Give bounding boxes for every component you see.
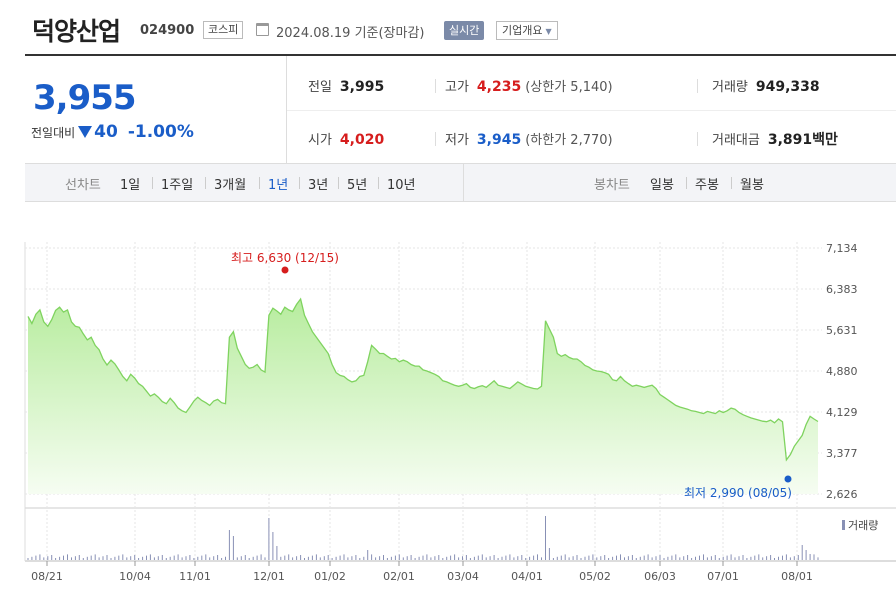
price-area — [28, 299, 818, 494]
price-line — [27, 297, 819, 462]
tab-period-5y[interactable]: 5년 — [347, 178, 368, 193]
down-arrow-icon — [78, 126, 93, 138]
candle-chart-label: 봉차트 — [594, 178, 630, 193]
divider — [435, 79, 436, 93]
line-chart-label: 선차트 — [65, 178, 101, 193]
tab-period-1d[interactable]: 1일 — [120, 178, 141, 193]
company-overview-dropdown[interactable]: 기업개요 ▼ — [496, 21, 558, 40]
trade-value-label: 거래대금 — [712, 133, 760, 148]
x-tick-label: 06/03 — [644, 570, 676, 583]
tab-candle-weekly[interactable]: 주봉 — [695, 178, 719, 193]
lower-limit: (하한가 2,770) — [525, 133, 613, 148]
change-percent: -1.00% — [127, 122, 194, 142]
x-tick-label: 08/01 — [781, 570, 813, 583]
high-value: 4,235 — [476, 79, 522, 95]
trade-value-unit: 백만 — [812, 132, 838, 148]
chevron-down-icon: ▼ — [545, 27, 552, 36]
y-tick-label: 5,631 — [826, 324, 858, 337]
price-panel: 3,955 전일대비 40 -1.00% 전일 3,995 고가 4,235 (상한가 5… — [25, 54, 896, 164]
y-tick-label: 4,129 — [826, 406, 858, 419]
divider — [731, 177, 732, 189]
stock-header: 덕양산업 024900 코스피 2024.08.19 기준(장마감) 실시간 기… — [0, 0, 896, 54]
y-tick-label: 3,377 — [826, 447, 858, 460]
upper-limit: (상한가 5,140) — [525, 80, 613, 95]
x-tick-label: 04/01 — [511, 570, 543, 583]
y-tick-label: 2,626 — [826, 488, 858, 501]
x-tick-label: 02/01 — [383, 570, 415, 583]
x-tick-label: 11/01 — [179, 570, 211, 583]
market-badge: 코스피 — [203, 21, 244, 39]
price-change-row: 전일대비 40 -1.00% — [31, 122, 194, 142]
reference-date: 2024.08.19 기준(장마감) — [276, 26, 425, 41]
tab-period-1y[interactable]: 1년 — [268, 178, 289, 193]
low-annotation: 최저 2,990 (08/05) — [684, 486, 792, 500]
prev-close-value: 3,995 — [339, 79, 385, 95]
open-value: 4,020 — [339, 132, 385, 148]
tab-candle-daily[interactable]: 일봉 — [650, 178, 674, 193]
change-label: 전일대비 — [31, 126, 76, 140]
chart-tabs-bar: 선차트 1일 1주일 3개월 1년 3년 5년 10년 봉차트 일봉 주봉 월봉 — [25, 164, 896, 202]
x-tick-label: 05/02 — [579, 570, 611, 583]
divider — [697, 132, 698, 146]
high-annotation: 최고 6,630 (12/15) — [231, 251, 339, 265]
divider — [697, 79, 698, 93]
x-tick-label: 01/02 — [314, 570, 346, 583]
prev-close-label: 전일 — [308, 80, 332, 95]
divider — [686, 177, 687, 189]
divider — [338, 177, 339, 189]
x-tick-label: 08/21 — [31, 570, 63, 583]
divider — [435, 132, 436, 146]
current-price: 3,955 — [33, 78, 137, 118]
current-price-box: 3,955 전일대비 40 -1.00% — [25, 56, 287, 164]
low-value: 3,945 — [476, 132, 522, 148]
y-axis-ticks: 7,134 6,383 5,631 4,880 4,129 3,377 2,626 — [826, 242, 858, 501]
divider — [378, 177, 379, 189]
x-axis-ticks: 08/21 10/04 11/01 12/01 01/02 02/01 03/04 04/01… — [31, 561, 813, 583]
divider — [299, 177, 300, 189]
high-label: 고가 — [445, 80, 469, 95]
y-tick-label: 6,383 — [826, 283, 858, 296]
volume-legend-swatch — [842, 520, 845, 530]
price-chart[interactable]: 7,134 6,383 5,631 4,880 4,129 3,377 2,626 08/2… — [0, 202, 896, 597]
x-tick-label: 03/04 — [447, 570, 479, 583]
divider — [152, 177, 153, 189]
volume-legend: 거래량 — [848, 519, 878, 532]
trade-value-stat: 거래대금 3,891백만 — [712, 129, 838, 149]
y-tick-label: 7,134 — [826, 242, 858, 255]
chart-grid — [24, 242, 896, 562]
y-tick-label: 4,880 — [826, 365, 858, 378]
company-overview-label: 기업개요 — [502, 24, 543, 37]
change-amount: 40 — [94, 122, 118, 142]
divider — [259, 177, 260, 189]
volume-stat: 거래량 949,338 — [712, 76, 820, 95]
calendar-icon — [256, 23, 269, 36]
low-stat: 저가 3,945 (하한가 2,770) — [445, 129, 613, 148]
tabs-separator — [463, 164, 464, 202]
company-name: 덕양산업 — [32, 17, 121, 46]
stock-code: 024900 — [140, 23, 195, 38]
tab-candle-monthly[interactable]: 월봉 — [740, 178, 764, 193]
low-marker — [784, 475, 792, 483]
x-tick-label: 12/01 — [253, 570, 285, 583]
low-label: 저가 — [445, 133, 469, 148]
tab-period-3m[interactable]: 3개월 — [214, 178, 247, 193]
divider — [205, 177, 206, 189]
open-stat: 시가 4,020 — [308, 129, 384, 148]
high-marker — [281, 266, 289, 274]
open-label: 시가 — [308, 133, 332, 148]
volume-label: 거래량 — [712, 80, 748, 95]
trade-value-value: 3,891 — [767, 132, 813, 148]
volume-bars — [27, 516, 819, 560]
high-stat: 고가 4,235 (상한가 5,140) — [445, 76, 613, 95]
tab-period-3y[interactable]: 3년 — [308, 178, 329, 193]
prev-close-stat: 전일 3,995 — [308, 76, 384, 95]
tab-period-1w[interactable]: 1주일 — [161, 178, 194, 193]
tab-period-10y[interactable]: 10년 — [387, 178, 416, 193]
volume-value: 949,338 — [755, 79, 820, 95]
price-chart-svg: 7,134 6,383 5,631 4,880 4,129 3,377 2,626 08/2… — [24, 242, 896, 583]
stats-row-divider — [287, 110, 896, 111]
realtime-button[interactable]: 실시간 — [444, 21, 485, 40]
x-tick-label: 07/01 — [707, 570, 739, 583]
x-tick-label: 10/04 — [119, 570, 151, 583]
